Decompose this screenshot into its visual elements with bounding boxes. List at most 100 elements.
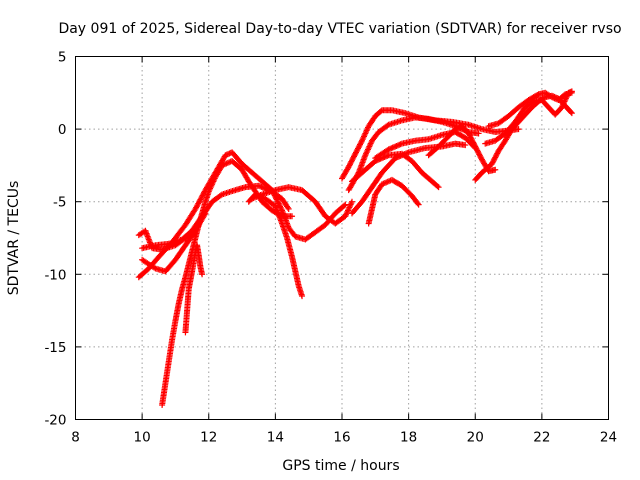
y-tick-label: -10 bbox=[44, 267, 66, 283]
data-point bbox=[342, 201, 349, 208]
data-point bbox=[199, 271, 206, 278]
data-point bbox=[352, 149, 359, 156]
series-track-e bbox=[139, 182, 292, 252]
data-point bbox=[341, 202, 348, 209]
x-tick-label: 22 bbox=[533, 430, 550, 446]
data-point bbox=[348, 157, 355, 164]
data-point bbox=[285, 205, 292, 212]
data-point bbox=[492, 154, 499, 161]
data-point bbox=[476, 152, 483, 159]
data-point bbox=[474, 148, 481, 155]
y-tick-label: -20 bbox=[44, 413, 66, 429]
y-axis-label: SDTVAR / TECUs bbox=[6, 181, 22, 296]
data-point bbox=[466, 133, 473, 140]
data-point bbox=[477, 153, 484, 160]
data-point bbox=[475, 130, 482, 137]
data-point bbox=[274, 197, 281, 204]
data-point bbox=[471, 142, 478, 149]
y-tick-label: -5 bbox=[53, 195, 66, 211]
data-point bbox=[354, 145, 361, 152]
data-point bbox=[348, 158, 355, 165]
data-point bbox=[356, 141, 363, 148]
data-point bbox=[466, 131, 473, 138]
x-tick-label: 24 bbox=[600, 430, 617, 446]
x-tick-label: 14 bbox=[267, 430, 284, 446]
data-point bbox=[489, 159, 496, 166]
data-point bbox=[345, 163, 352, 170]
data-point bbox=[490, 158, 497, 165]
series-track-m bbox=[365, 176, 422, 227]
data-point bbox=[473, 146, 480, 153]
data-point bbox=[435, 184, 442, 191]
data-point bbox=[289, 213, 296, 220]
data-point bbox=[494, 150, 501, 157]
data-point bbox=[346, 162, 353, 169]
data-point bbox=[358, 139, 365, 146]
data-point bbox=[568, 89, 575, 96]
data-points bbox=[135, 88, 575, 408]
y-tick-label: 5 bbox=[58, 50, 67, 66]
data-point bbox=[491, 155, 498, 162]
data-point bbox=[468, 136, 475, 143]
series-track-l bbox=[348, 150, 442, 191]
data-point bbox=[346, 161, 353, 168]
data-point bbox=[474, 147, 481, 154]
data-point bbox=[476, 151, 483, 158]
data-point bbox=[515, 126, 522, 133]
data-point bbox=[351, 152, 358, 159]
data-point bbox=[492, 153, 499, 160]
data-point bbox=[467, 134, 474, 141]
data-point bbox=[284, 204, 291, 211]
data-point bbox=[469, 138, 476, 145]
y-tick-label: 0 bbox=[58, 122, 67, 138]
data-point bbox=[470, 140, 477, 147]
data-point bbox=[352, 150, 359, 157]
data-point bbox=[347, 159, 354, 166]
x-tick-label: 18 bbox=[400, 430, 417, 446]
x-tick-label: 8 bbox=[71, 430, 80, 446]
axis-ticks: 8 10 12 14 16 18 20 22 24 -20 -15 -10 -5 0 5 bbox=[44, 50, 617, 446]
x-tick-label: 20 bbox=[467, 430, 484, 446]
series-track-q bbox=[482, 88, 575, 147]
series-track-o bbox=[425, 123, 499, 175]
data-point bbox=[353, 148, 360, 155]
data-point bbox=[275, 200, 282, 207]
data-point bbox=[434, 183, 441, 190]
data-point bbox=[355, 144, 362, 151]
data-point bbox=[472, 144, 479, 151]
data-point bbox=[201, 211, 208, 218]
data-point bbox=[275, 199, 282, 206]
y-tick-label: -15 bbox=[44, 340, 66, 356]
series-track-b bbox=[135, 149, 349, 281]
series-track-f bbox=[139, 210, 209, 275]
series-track-j bbox=[345, 114, 482, 194]
data-point bbox=[384, 122, 391, 129]
data-point bbox=[354, 146, 361, 153]
data-point bbox=[202, 210, 209, 217]
chart-title: Day 091 of 2025, Sidereal Day-to-day VTE… bbox=[58, 21, 621, 37]
data-point bbox=[350, 153, 357, 160]
x-axis-label: GPS time / hours bbox=[282, 458, 399, 474]
data-point bbox=[350, 154, 357, 161]
data-point bbox=[567, 109, 574, 116]
data-point bbox=[348, 198, 355, 205]
data-point bbox=[357, 140, 364, 147]
data-point bbox=[462, 142, 469, 149]
series-track-r bbox=[485, 89, 575, 130]
x-tick-label: 12 bbox=[200, 430, 217, 446]
data-point bbox=[356, 142, 363, 149]
grid bbox=[75, 56, 609, 420]
data-point bbox=[415, 201, 422, 208]
series-track-d bbox=[182, 242, 206, 336]
data-point bbox=[470, 139, 477, 146]
data-point bbox=[488, 160, 495, 167]
data-point bbox=[465, 130, 472, 137]
data-point bbox=[151, 264, 158, 271]
data-point bbox=[349, 156, 356, 163]
series-track-h bbox=[249, 184, 355, 227]
data-point bbox=[492, 166, 499, 173]
data-point bbox=[493, 151, 500, 158]
x-tick-label: 10 bbox=[134, 430, 151, 446]
data-point bbox=[299, 293, 306, 300]
